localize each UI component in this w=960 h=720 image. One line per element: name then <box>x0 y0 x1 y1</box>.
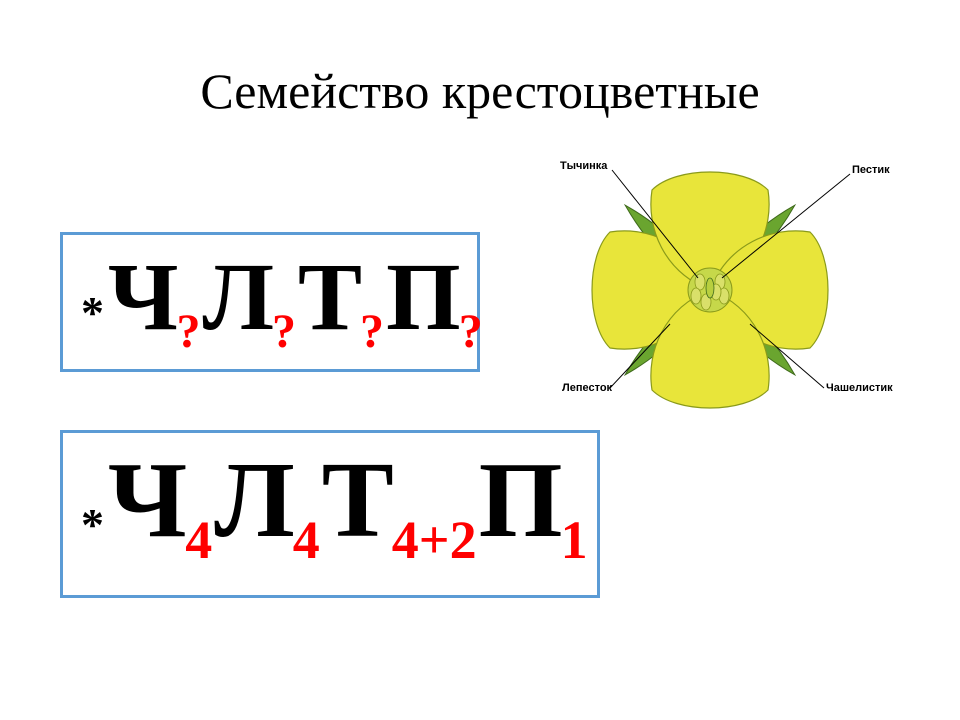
formula-box-answer: * Ч 4 Л 4 Т 4+2 П 1 <box>60 430 600 598</box>
asterisk-symbol: * <box>81 286 104 339</box>
formula-letter: Ч <box>108 439 187 563</box>
formula-subscript: 4 <box>185 509 212 571</box>
formula-letter: П <box>386 241 461 352</box>
formula-subscript: 4+2 <box>392 509 477 571</box>
formula-subscript: ? <box>272 304 296 359</box>
formula-letter: Т <box>298 241 362 352</box>
formula-subscript: 4 <box>293 509 320 571</box>
formula-subscript: ? <box>459 304 483 359</box>
label-stamen: Тычинка <box>560 160 607 172</box>
formula-subscript: ? <box>176 304 200 359</box>
formula-letter: П <box>479 439 563 563</box>
asterisk-symbol: * <box>81 498 104 551</box>
label-pistil: Пестик <box>852 164 890 176</box>
page-title: Семейство крестоцветные <box>0 62 960 120</box>
formula-letter: Т <box>322 439 394 563</box>
formula-box-unknown: * Ч ? Л ? Т ? П ? <box>60 232 480 372</box>
formula-letter: Л <box>202 241 274 352</box>
formula-letter: Ч <box>108 241 178 352</box>
label-petal: Лепесток <box>562 382 612 394</box>
flower-diagram: Тычинка Пестик Лепесток Чашелистик <box>500 140 920 440</box>
formula-letter: Л <box>214 439 294 563</box>
label-sepal: Чашелистик <box>826 382 893 394</box>
formula-subscript: 1 <box>561 509 588 571</box>
formula-subscript: ? <box>360 304 384 359</box>
